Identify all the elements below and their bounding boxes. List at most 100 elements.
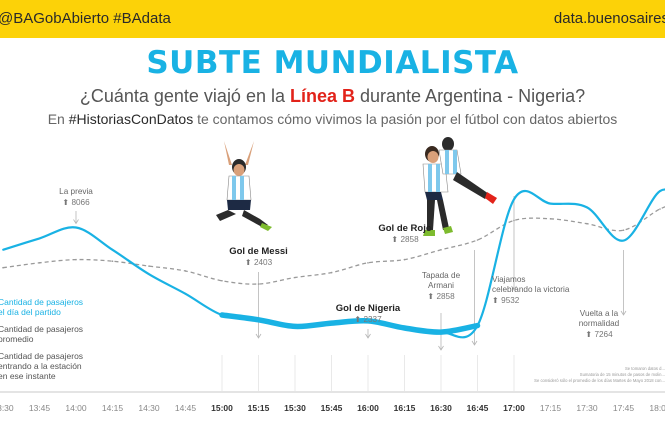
legend-entry-line: en ese instante — [0, 371, 56, 381]
annotation-value: ⬆ 2858 — [391, 235, 419, 244]
x-tick-label: 16:00 — [357, 403, 379, 413]
annotation-arrowhead — [620, 310, 627, 316]
match-day-series-line — [2, 188, 665, 339]
x-tick-label: 13:30 — [0, 403, 14, 413]
match-day-point — [221, 314, 223, 316]
match-day-point — [586, 206, 588, 209]
series-group — [2, 188, 665, 339]
average-point — [75, 258, 77, 261]
x-tick-label: 16:30 — [430, 403, 452, 413]
match-day-point — [659, 190, 661, 193]
match-day-point — [184, 292, 187, 295]
annotation-label-line: Vuelta a la — [580, 309, 619, 318]
legend-entry: Cantidad de pasajeros el día del partido — [0, 297, 83, 317]
legend-entry-line: Cantidad de pasajeros — [0, 297, 83, 307]
annotation-arrowhead — [511, 285, 517, 291]
x-tick-label: 17:30 — [576, 403, 598, 413]
match-day-point — [367, 320, 369, 322]
annotation-drop-lines — [73, 196, 627, 351]
annotation-label-line: Gol de Rojo — [378, 223, 432, 234]
match-day-point — [403, 327, 406, 329]
annotation-label: Gol de Messi — [229, 246, 288, 257]
annotation-value: ⬆ 8066 — [62, 198, 90, 207]
messi-illustration — [216, 141, 272, 231]
match-day-point — [549, 202, 552, 205]
tagline: En #HistoriasConDatos te contamos cómo v… — [0, 111, 665, 127]
annotation-label-line: normalidad — [579, 319, 620, 328]
match-day-point — [476, 324, 479, 327]
annotation-label: Viajamos celebrando la victoria — [492, 275, 570, 294]
average-point — [403, 258, 406, 261]
x-tick-label: 16:45 — [467, 403, 489, 413]
subtitle: ¿Cuánta gente viajó en la Línea B durant… — [0, 86, 665, 107]
x-tick-label: 14:45 — [175, 403, 197, 413]
website-text: data.buenosaires — [553, 10, 665, 27]
top-bar: @BAGobAbierto #BAdata data.buenosaires — [0, 0, 665, 38]
average-point — [294, 276, 296, 279]
legend-entry-line: Cantidad de pasajeros — [0, 324, 83, 334]
annotation-value: ⬆ 2858 — [427, 292, 455, 301]
legend-entry-line: Cantidad de pasajeros — [0, 351, 83, 361]
legend-entry-line: el día del partido — [0, 307, 61, 317]
annotation-label: La previa — [59, 187, 93, 196]
match-day-point — [294, 325, 296, 328]
footnote-line: Sumatoria de 15 minutos de pasos de moli… — [580, 372, 665, 377]
page-title: SUBTE MUNDIALISTA — [146, 45, 519, 81]
tagline-post: te contamos cómo vivimos la pasión por e… — [193, 111, 618, 127]
annotation-label: Gol de Rojo — [378, 223, 432, 234]
legend: Cantidad de pasajeros el día del partidoC… — [0, 297, 83, 381]
average-point — [549, 218, 552, 220]
annotation-arrowhead — [471, 340, 478, 346]
annotation-label-line: La previa — [59, 187, 93, 196]
annotation-label-line: Viajamos — [492, 275, 526, 284]
annotation-arrowhead — [438, 345, 444, 351]
average-point — [622, 229, 625, 232]
match-day-point — [148, 273, 150, 276]
subtitle-post: durante Argentina - Nigeria? — [355, 86, 586, 106]
x-tick-label: 15:45 — [321, 403, 343, 413]
match-day-point — [330, 322, 333, 325]
x-tick-label: 14:30 — [138, 403, 160, 413]
hashtags-text: @BAGobAbierto #BAdata — [0, 10, 171, 27]
player-illustrations — [216, 137, 497, 236]
tagline-hashtag: #HistoriasConDatos — [68, 111, 194, 127]
x-tick-label: 17:15 — [540, 403, 562, 413]
average-point — [367, 262, 369, 264]
average-point — [257, 283, 260, 285]
annotation-label-line: Gol de Messi — [229, 246, 288, 257]
annotation-arrowhead — [365, 333, 371, 339]
annotation-value: ⬆ 2403 — [245, 258, 273, 267]
legend-entry-line: entrando a la estación — [0, 361, 82, 371]
x-tick-label: 17:45 — [613, 403, 635, 413]
x-tick-label: 15:00 — [211, 403, 233, 413]
subtitle-highlight: Línea B — [289, 86, 355, 106]
match-day-point — [75, 226, 77, 229]
legend-entry-line: promedio — [0, 334, 34, 344]
footnote-line: Se consideró sólo el promedio de los día… — [534, 378, 665, 383]
annotation-label-line: Gol de Nigeria — [336, 303, 401, 314]
x-tick-label: 13:45 — [29, 403, 51, 413]
annotation-arrowhead — [255, 333, 262, 339]
x-tick-label: 14:00 — [65, 403, 87, 413]
annotations-group: La previa ⬆ 8066 Gol de Messi⬆ 2403 Gol de … — [59, 187, 620, 339]
x-tick-label: 18:00 — [649, 403, 665, 413]
tagline-pre: En — [47, 111, 69, 127]
annotation-label-line: celebrando la victoria — [492, 285, 570, 294]
average-point — [221, 279, 223, 282]
match-day-point — [2, 248, 4, 251]
legend-entry: Cantidad de pasajeros promedio — [0, 324, 83, 344]
annotation-label: Tapada de Armani — [422, 271, 461, 290]
annotation-value: ⬆ 7264 — [585, 330, 613, 339]
annotation-arrowhead — [73, 219, 79, 225]
rojo-illustration — [422, 137, 497, 236]
annotation-value: ⬆ 9532 — [492, 296, 520, 305]
average-point — [148, 265, 150, 267]
footnote-line: Se tomaron datos d... — [625, 366, 665, 371]
x-tick-label: 15:30 — [284, 403, 306, 413]
match-window-highlight — [219, 312, 481, 335]
average-point — [440, 248, 442, 251]
match-day-point — [38, 237, 41, 240]
average-point — [586, 222, 588, 225]
match-day-point — [513, 198, 515, 201]
